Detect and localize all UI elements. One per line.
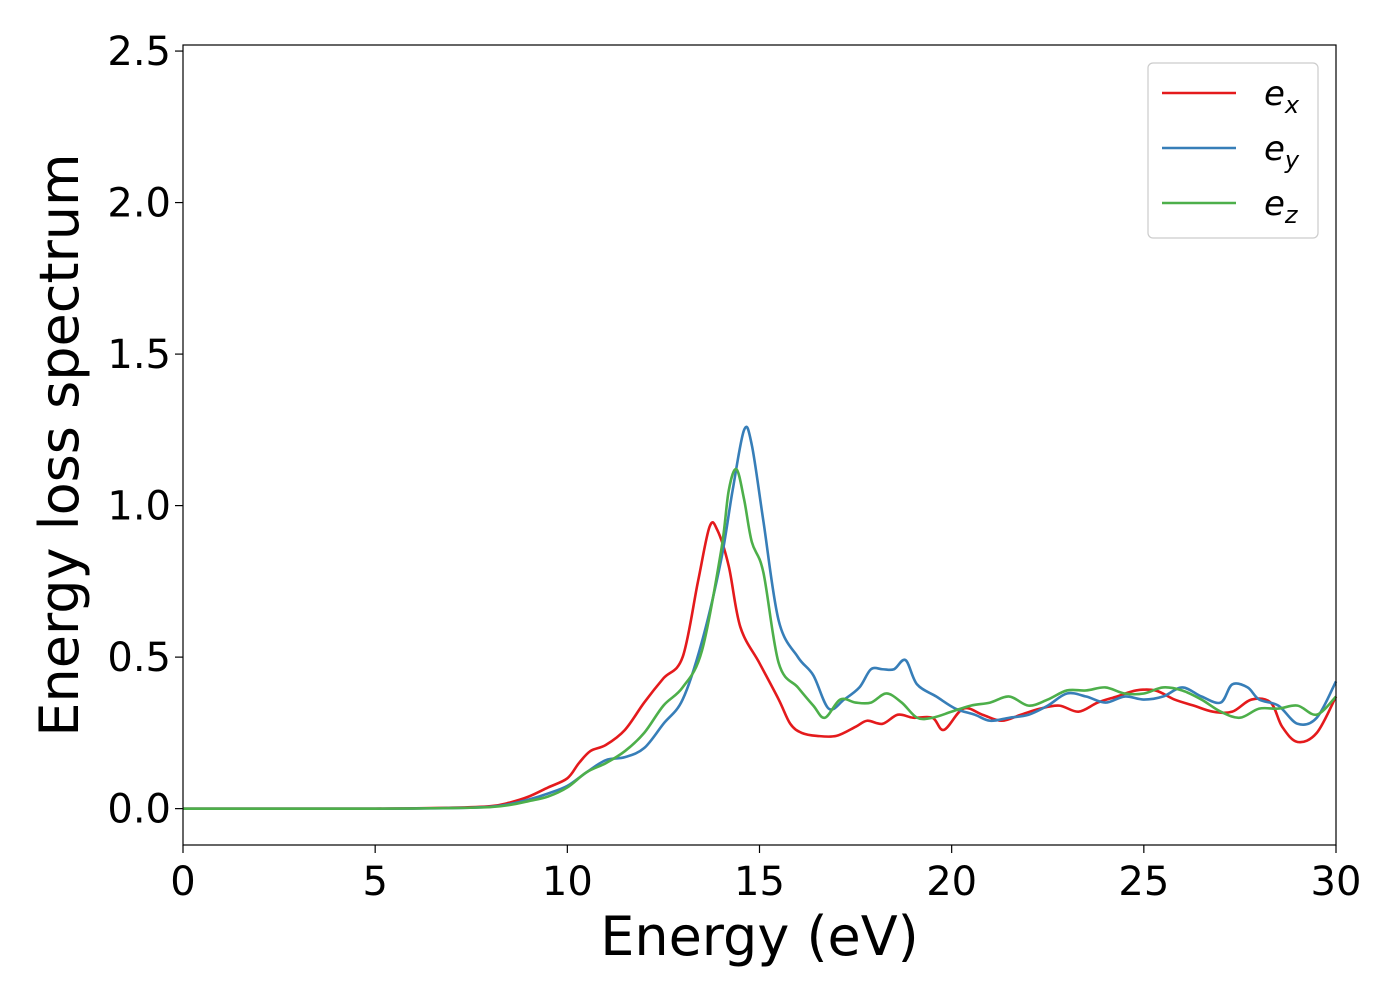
x-tick-label: 30 [1311,859,1362,905]
y-tick-label: 2.0 [107,181,171,227]
y-tick-label: 1.5 [107,332,171,378]
legend-label-base: e [1264,74,1285,114]
x-tick-label: 25 [1118,859,1169,905]
legend-label-base: e [1264,184,1285,224]
legend-label-subscript: y [1284,146,1300,174]
y-tick-label: 0.0 [107,787,171,833]
legend-label-base: e [1264,129,1285,169]
legend-label: ez [1264,184,1299,229]
x-tick-label: 10 [542,859,593,905]
x-tick-label: 20 [926,859,977,905]
series-line-e-x [182,520,1338,811]
series-line-e-z [182,467,1337,810]
x-axis: 0 5 10 15 20 25 30 [170,845,1361,905]
legend-label-subscript: x [1284,91,1300,119]
y-tick-label: 1.0 [107,484,171,530]
x-tick-label: 5 [362,859,387,905]
legend-label-subscript: z [1284,201,1299,229]
x-tick-label: 0 [170,859,195,905]
y-axis: 0.0 0.5 1.0 1.5 2.0 2.5 [107,29,183,833]
y-tick-label: 0.5 [107,635,171,681]
series-layer [182,425,1338,811]
legend-label: ex [1264,74,1300,119]
y-axis-title: Energy loss spectrum [28,153,91,736]
legend-box [1147,62,1319,239]
legend-label: ey [1264,129,1300,174]
x-axis-title: Energy (eV) [600,905,919,968]
y-tick-label: 2.5 [107,29,171,75]
x-tick-label: 15 [734,859,785,905]
